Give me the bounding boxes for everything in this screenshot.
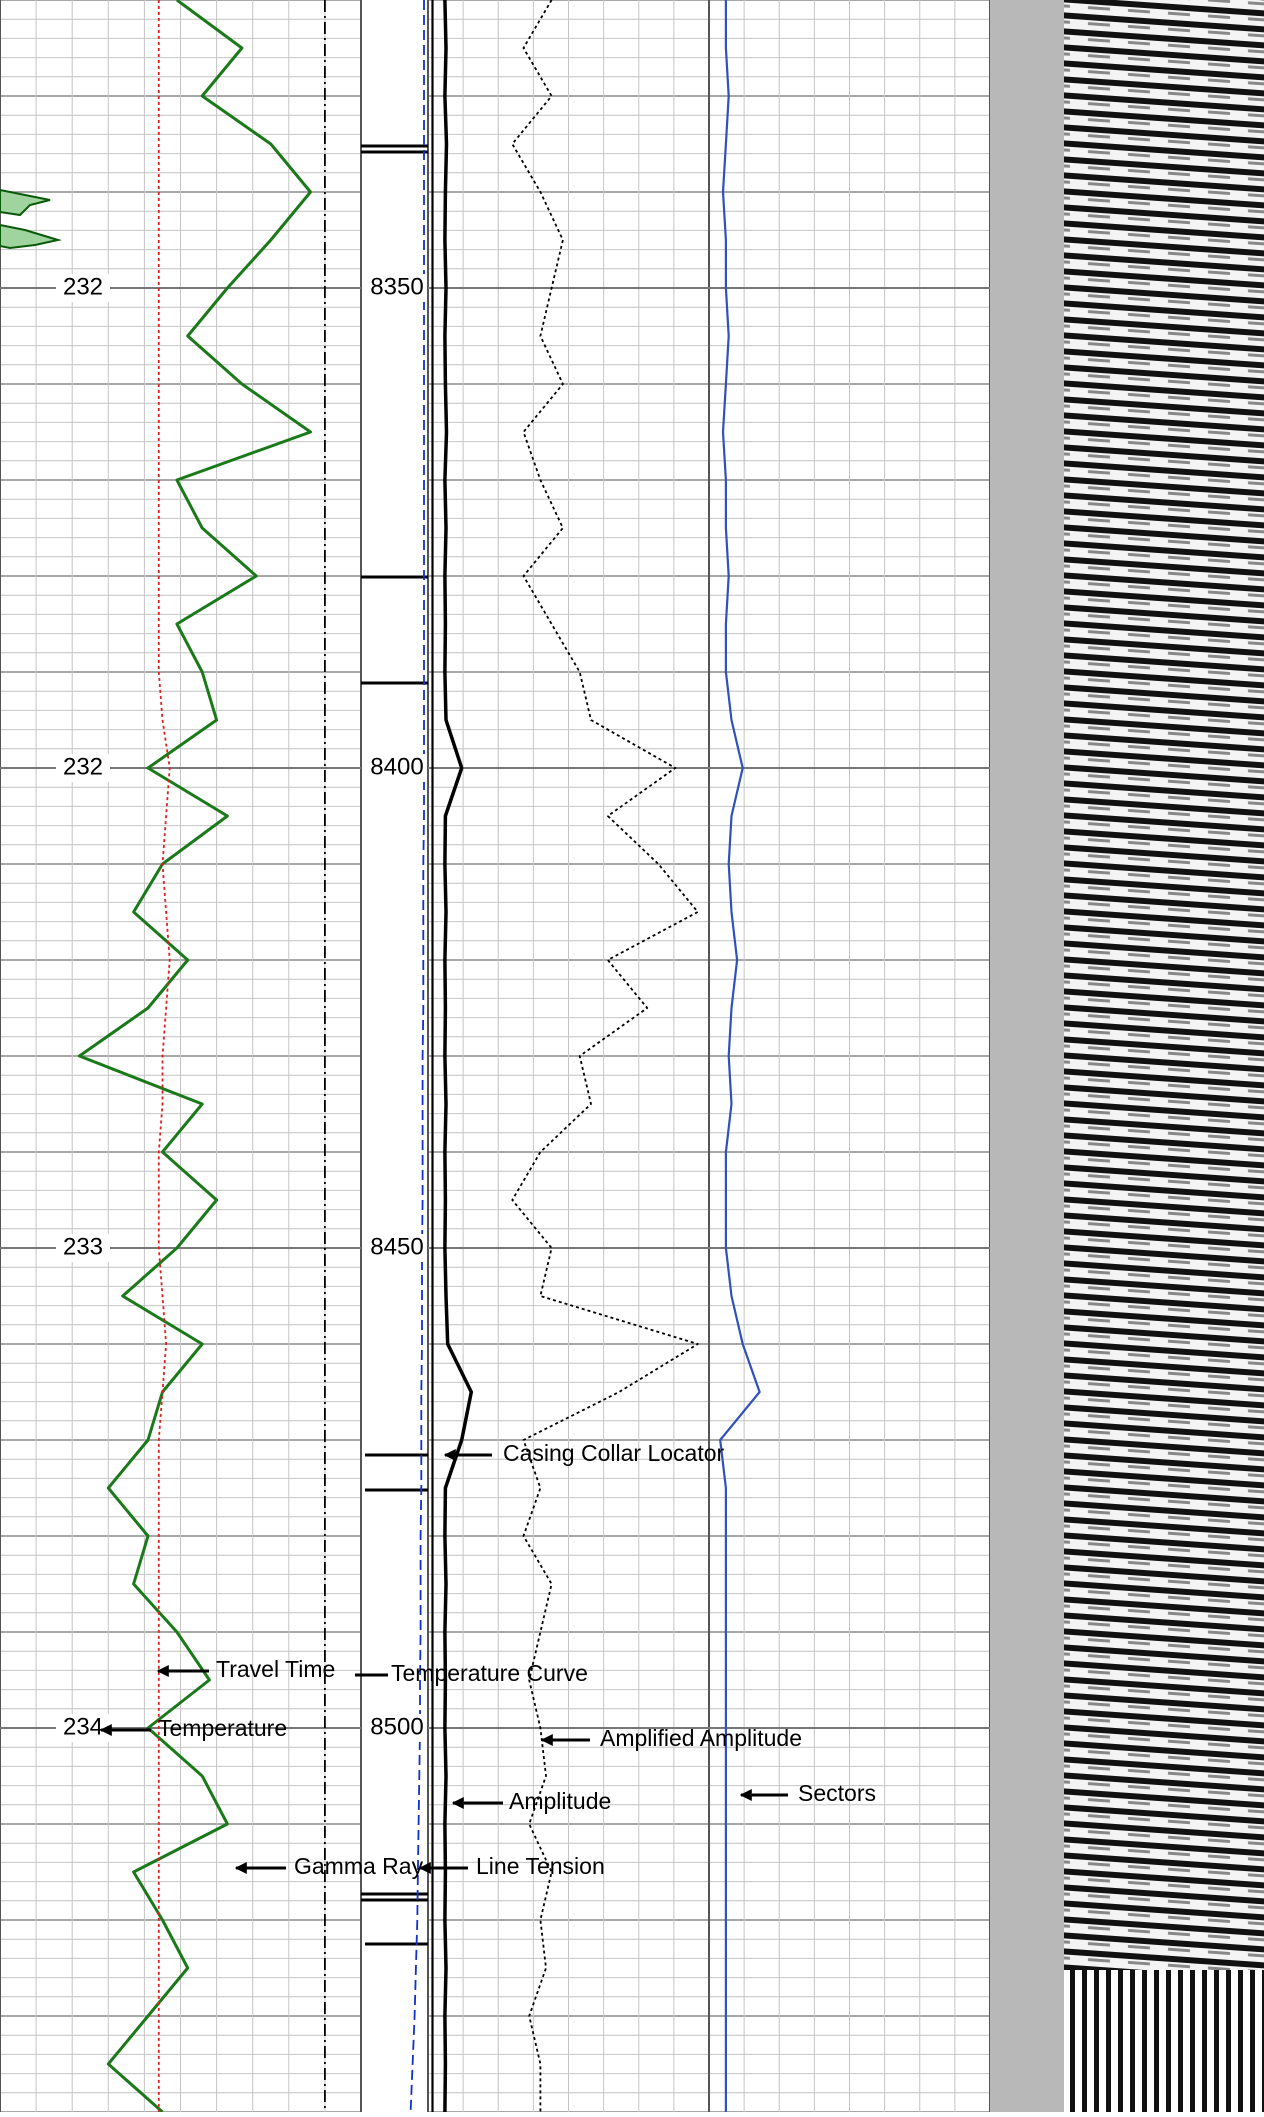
legend-label: Gamma Ray xyxy=(294,1853,424,1879)
temperature-label: 232 xyxy=(63,753,103,780)
legend-label: Amplified Amplitude xyxy=(600,1725,802,1751)
log-curve xyxy=(719,0,761,2112)
collar-marks xyxy=(361,144,428,1946)
depth-label: 8450 xyxy=(370,1233,423,1260)
temperature-label-bg xyxy=(56,754,110,782)
depth-label: 8400 xyxy=(370,753,423,780)
vdl-image xyxy=(1064,0,1264,1970)
legend-label: Sectors xyxy=(798,1780,876,1806)
log-curve xyxy=(443,0,474,2113)
legend-label: Amplitude xyxy=(509,1788,611,1814)
temperature-label-bg xyxy=(56,1234,110,1262)
legend-label: Line Tension xyxy=(476,1853,605,1879)
green-fill-marks xyxy=(0,188,62,250)
log-curve xyxy=(157,0,171,2112)
log-curve xyxy=(77,0,312,2114)
labels: 8350 8400 8450 8500 232 232 233 234 Gamma Ray Tra… xyxy=(56,273,876,1879)
depth-label-bg xyxy=(364,754,426,782)
temperature-label-bg xyxy=(56,274,110,302)
vdl-gap xyxy=(990,0,1064,2112)
vdl-image-bottom xyxy=(1064,1970,1264,2112)
grid xyxy=(0,0,991,2113)
temperature-label: 233 xyxy=(63,1233,103,1260)
depth-label-bg xyxy=(364,1714,426,1742)
legend-label: Casing Collar Locator xyxy=(503,1440,725,1466)
legend-label: Temperature Curve xyxy=(391,1660,588,1686)
log-curve xyxy=(409,0,425,2113)
temperature-label: 234 xyxy=(63,1713,103,1740)
depth-label: 8350 xyxy=(370,273,423,300)
curves xyxy=(77,0,761,2114)
temperature-label: 232 xyxy=(63,273,103,300)
depth-label-bg xyxy=(364,274,426,302)
legend-label: Temperature xyxy=(158,1715,287,1741)
log-curve xyxy=(511,0,699,2112)
depth-label-bg xyxy=(364,1234,426,1262)
legend-label: Travel Time xyxy=(216,1656,335,1682)
depth-label: 8500 xyxy=(370,1713,423,1740)
